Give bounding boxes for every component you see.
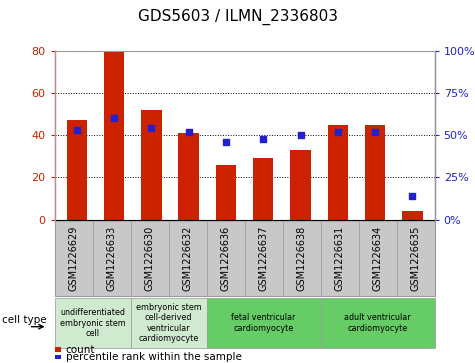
- Bar: [328, 125, 348, 220]
- Text: GDS5603 / ILMN_2336803: GDS5603 / ILMN_2336803: [137, 9, 338, 25]
- Text: undifferentiated
embryonic stem
cell: undifferentiated embryonic stem cell: [60, 308, 125, 338]
- Text: GSM1226634: GSM1226634: [372, 226, 383, 291]
- Point: [297, 132, 304, 138]
- Point: [148, 126, 155, 131]
- Bar: [253, 158, 274, 220]
- Point: [73, 127, 81, 133]
- Text: GSM1226633: GSM1226633: [106, 226, 117, 291]
- Point: [259, 136, 267, 142]
- Point: [408, 193, 416, 199]
- Point: [371, 129, 379, 135]
- Text: cell type: cell type: [2, 315, 47, 325]
- Bar: [290, 150, 311, 220]
- Text: GSM1226636: GSM1226636: [220, 226, 231, 291]
- Bar: [402, 211, 423, 220]
- Bar: [365, 125, 385, 220]
- Text: GSM1226635: GSM1226635: [410, 226, 421, 291]
- Point: [222, 139, 230, 145]
- Text: GSM1226631: GSM1226631: [334, 226, 345, 291]
- Bar: [104, 51, 124, 220]
- Point: [334, 129, 342, 135]
- Point: [110, 115, 118, 121]
- Bar: [141, 110, 162, 220]
- Bar: [66, 121, 87, 220]
- Text: GSM1226637: GSM1226637: [258, 226, 269, 291]
- Text: GSM1226630: GSM1226630: [144, 226, 155, 291]
- Text: GSM1226629: GSM1226629: [68, 226, 79, 291]
- Text: adult ventricular
cardiomyocyte: adult ventricular cardiomyocyte: [344, 313, 411, 333]
- Text: embryonic stem
cell-derived
ventricular
cardiomyocyte: embryonic stem cell-derived ventricular …: [136, 303, 201, 343]
- Point: [185, 129, 192, 135]
- Text: fetal ventricular
cardiomyocyte: fetal ventricular cardiomyocyte: [231, 313, 296, 333]
- Text: percentile rank within the sample: percentile rank within the sample: [66, 352, 241, 362]
- Bar: [216, 165, 236, 220]
- Text: GSM1226632: GSM1226632: [182, 226, 193, 291]
- Text: GSM1226638: GSM1226638: [296, 226, 307, 291]
- Text: count: count: [66, 345, 95, 355]
- Bar: [179, 133, 199, 220]
